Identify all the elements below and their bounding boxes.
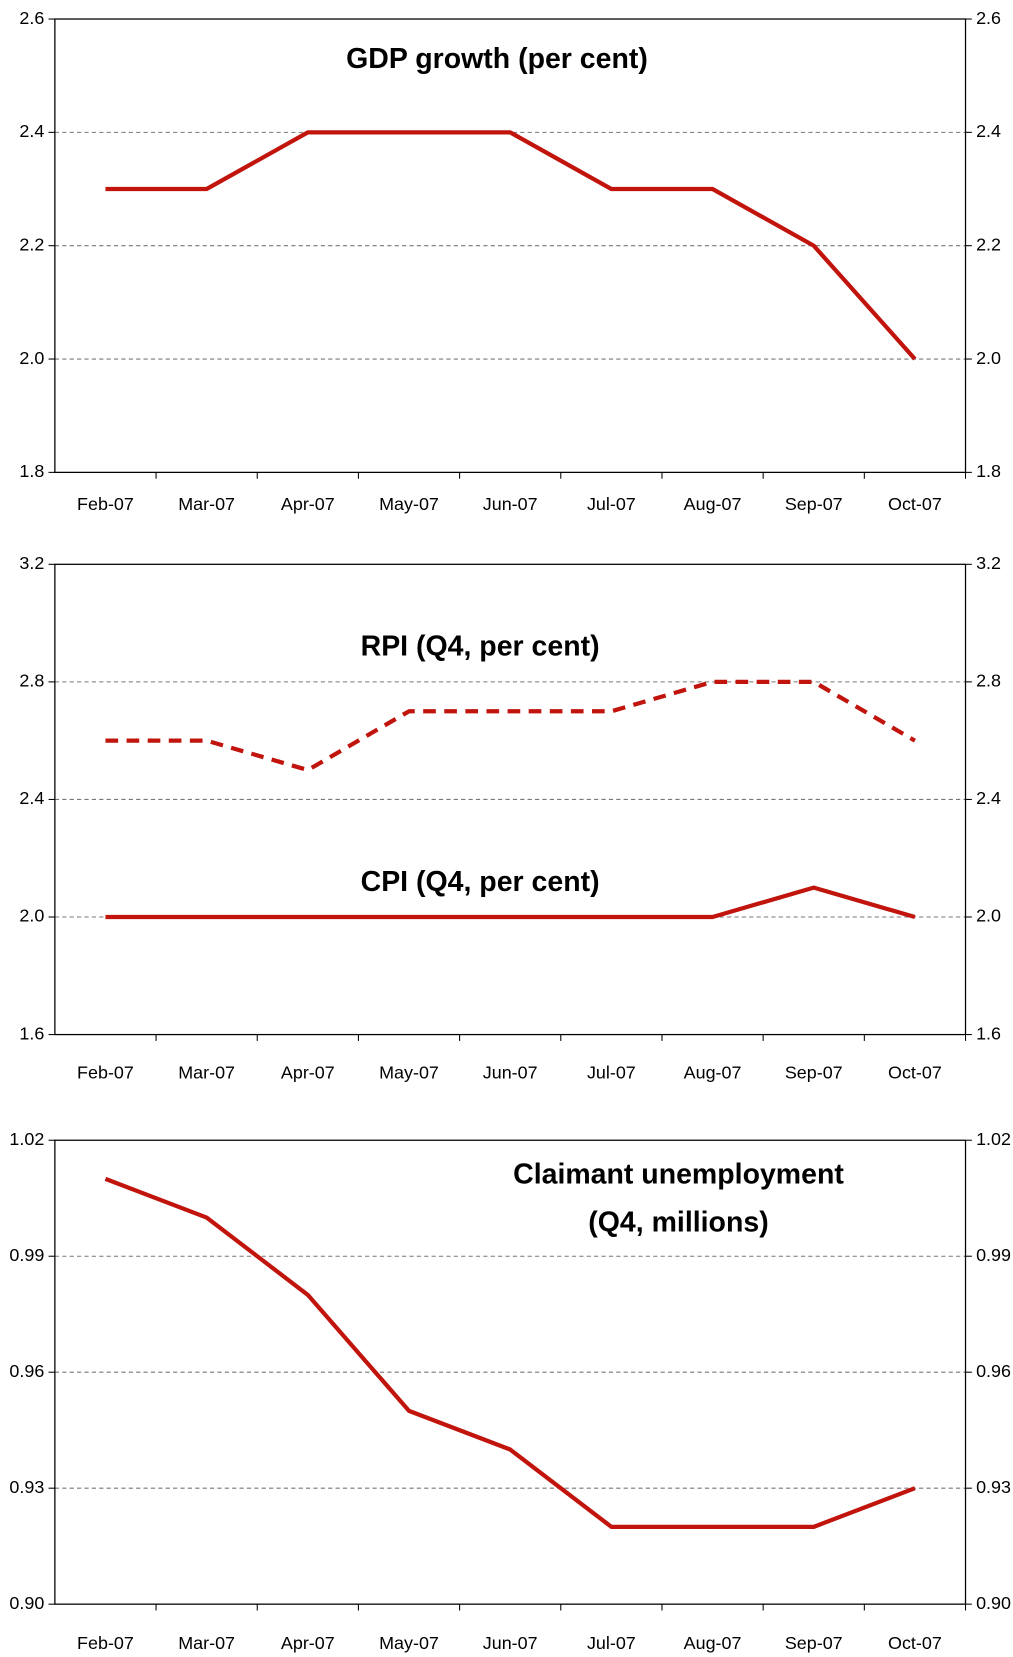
y-tick-label: 2.8	[19, 671, 44, 691]
x-tick-label: Mar-07	[178, 1633, 235, 1653]
y2-tick-label: 3.2	[976, 553, 1001, 573]
x-tick-label: May-07	[379, 1062, 439, 1082]
x-tick-label: Mar-07	[178, 1062, 235, 1082]
y-tick-label: 2.4	[19, 788, 44, 808]
x-tick-label: Sep-07	[785, 1633, 843, 1653]
y2-tick-label: 0.96	[976, 1361, 1011, 1381]
plot-frame	[54, 1139, 967, 1605]
plot-frame	[54, 563, 967, 1036]
y-tick-label: 2.0	[19, 348, 44, 368]
y2-tick-label: 2.4	[976, 121, 1001, 141]
x-tick-label: Jun-07	[483, 494, 538, 514]
y-tick-label: 2.4	[19, 121, 44, 141]
y2-tick-label: 2.0	[976, 348, 1001, 368]
chart-title: (Q4, millions)	[588, 1206, 768, 1238]
x-tick-label: Jun-07	[483, 1062, 538, 1082]
y-tick-label: 2.2	[19, 234, 44, 254]
y-tick-label: 2.6	[19, 8, 44, 28]
x-tick-label: Sep-07	[785, 1062, 843, 1082]
x-tick-label: Jul-07	[587, 1633, 636, 1653]
x-tick-label: Oct-07	[888, 1062, 942, 1082]
x-tick-label: Sep-07	[785, 494, 843, 514]
data-line	[105, 885, 916, 920]
chart-title: Claimant unemployment	[513, 1159, 844, 1191]
y-tick-label: 1.6	[19, 1023, 44, 1043]
x-tick-label: May-07	[379, 1633, 439, 1653]
y2-tick-label: 0.93	[976, 1477, 1011, 1497]
y2-tick-label: 2.0	[976, 906, 1001, 926]
x-tick-label: Apr-07	[281, 494, 335, 514]
data-line	[104, 1176, 916, 1529]
y2-tick-label: 0.99	[976, 1245, 1011, 1265]
x-tick-label: Jul-07	[587, 494, 636, 514]
plot-frame	[54, 18, 967, 474]
chart-title: GDP growth (per cent)	[346, 43, 648, 75]
x-tick-label: Aug-07	[684, 1633, 742, 1653]
y-tick-label: 0.99	[9, 1245, 44, 1265]
y2-tick-label: 1.8	[976, 461, 1001, 481]
x-tick-label: Aug-07	[684, 1062, 742, 1082]
y-tick-label: 2.0	[19, 906, 44, 926]
x-tick-label: Apr-07	[281, 1633, 335, 1653]
x-tick-label: Jun-07	[483, 1633, 538, 1653]
y-tick-label: 0.90	[9, 1593, 44, 1613]
data-line	[105, 679, 916, 773]
x-tick-label: Oct-07	[888, 494, 942, 514]
y2-tick-label: 1.6	[976, 1023, 1001, 1043]
y-tick-label: 3.2	[19, 553, 44, 573]
x-tick-label: May-07	[379, 494, 439, 514]
y-tick-label: 1.02	[9, 1129, 44, 1149]
y2-tick-label: 0.90	[976, 1593, 1011, 1613]
y2-tick-label: 2.4	[976, 788, 1001, 808]
y2-tick-label: 1.02	[976, 1129, 1011, 1149]
data-line	[105, 130, 917, 361]
x-tick-label: Aug-07	[684, 494, 742, 514]
y2-tick-label: 2.2	[976, 234, 1001, 254]
x-tick-label: Feb-07	[77, 494, 134, 514]
y2-tick-label: 2.8	[976, 671, 1001, 691]
series-label: CPI (Q4, per cent)	[361, 866, 600, 898]
x-tick-label: Oct-07	[888, 1633, 942, 1653]
x-tick-label: Jul-07	[587, 1062, 636, 1082]
x-tick-label: Apr-07	[281, 1062, 335, 1082]
series-label: RPI (Q4, per cent)	[361, 630, 600, 662]
y-tick-label: 0.93	[9, 1477, 44, 1497]
x-tick-label: Feb-07	[77, 1062, 134, 1082]
x-tick-label: Feb-07	[77, 1633, 134, 1653]
y-tick-label: 0.96	[9, 1361, 44, 1381]
x-tick-label: Mar-07	[178, 494, 235, 514]
y2-tick-label: 2.6	[976, 8, 1001, 28]
y-tick-label: 1.8	[19, 461, 44, 481]
